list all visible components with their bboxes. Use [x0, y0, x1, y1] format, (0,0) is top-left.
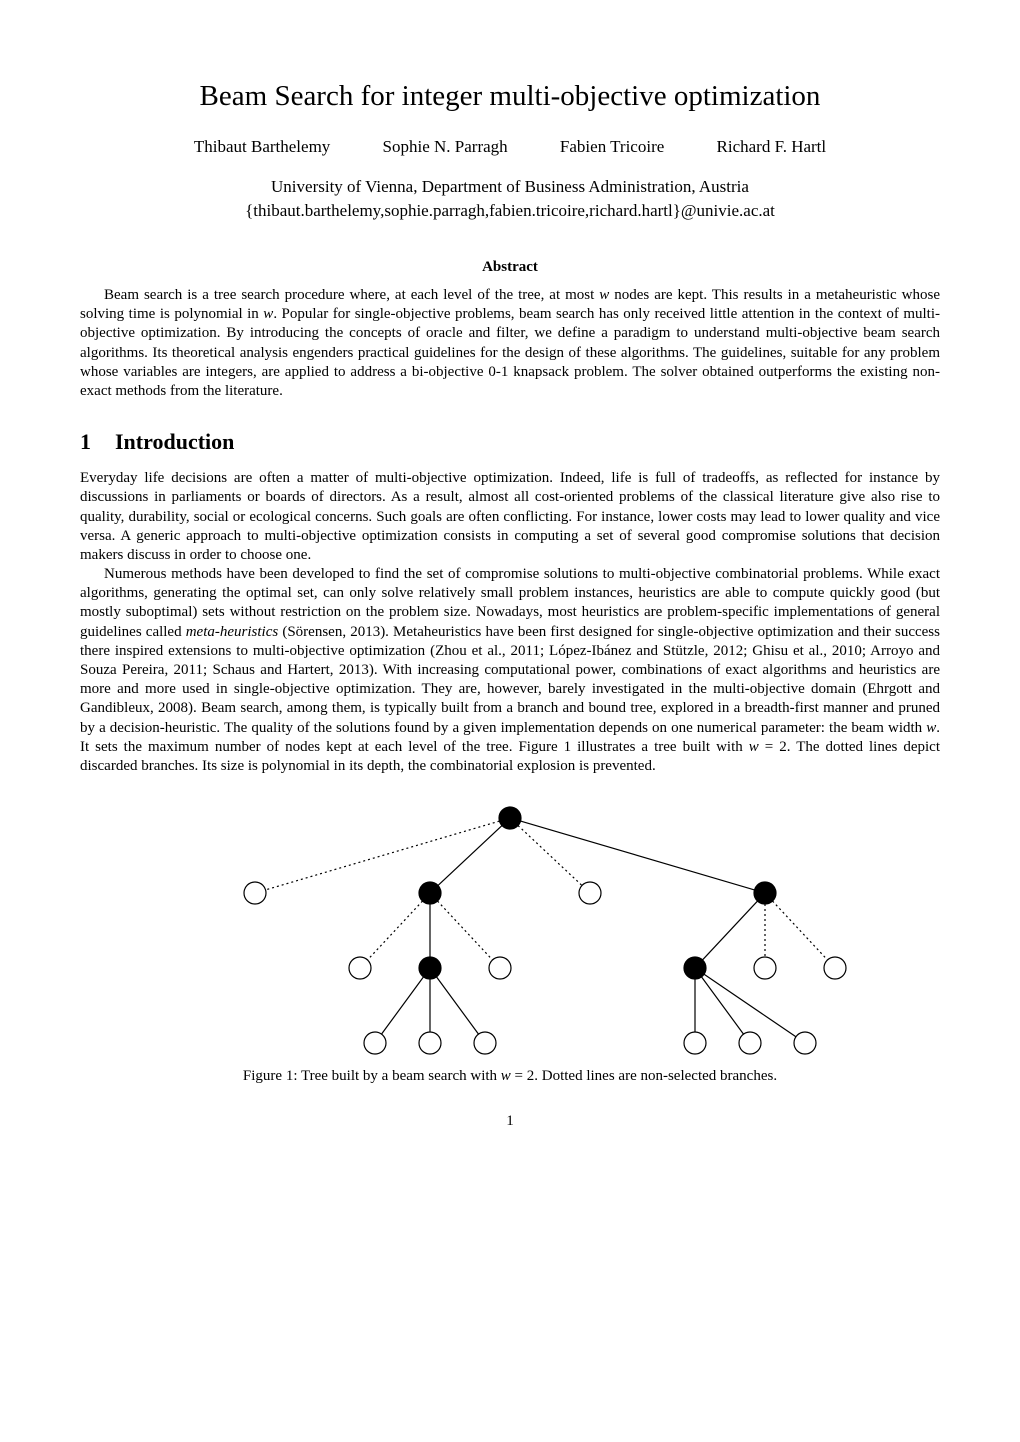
page-title: Beam Search for integer multi-objective …	[80, 80, 940, 113]
section-1-number: 1	[80, 429, 91, 455]
author-3: Fabien Tricoire	[560, 137, 664, 156]
abstract-body: Beam search is a tree search procedure w…	[80, 287, 940, 399]
figure-1-caption: Figure 1: Tree built by a beam search wi…	[80, 1068, 940, 1085]
section-1-para-2: Numerous methods have been developed to …	[80, 565, 940, 776]
figure-1-tree	[140, 798, 880, 1058]
author-4: Richard F. Hartl	[717, 137, 827, 156]
page-number: 1	[80, 1113, 940, 1130]
emails: {thibaut.barthelemy,sophie.parragh,fabie…	[80, 201, 940, 221]
author-1: Thibaut Barthelemy	[194, 137, 330, 156]
abstract-text: Beam search is a tree search procedure w…	[80, 286, 940, 401]
section-1-heading: 1 Introduction	[80, 429, 940, 455]
section-1-body: Everyday life decisions are often a matt…	[80, 469, 940, 776]
author-2: Sophie N. Parragh	[383, 137, 508, 156]
figure-1: Figure 1: Tree built by a beam search wi…	[80, 798, 940, 1085]
affiliation: University of Vienna, Department of Busi…	[80, 177, 940, 197]
authors-line: Thibaut Barthelemy Sophie N. Parragh Fab…	[80, 137, 940, 157]
abstract-heading: Abstract	[80, 259, 940, 276]
section-1-title: Introduction	[115, 429, 234, 454]
section-1-para-1: Everyday life decisions are often a matt…	[80, 469, 940, 565]
